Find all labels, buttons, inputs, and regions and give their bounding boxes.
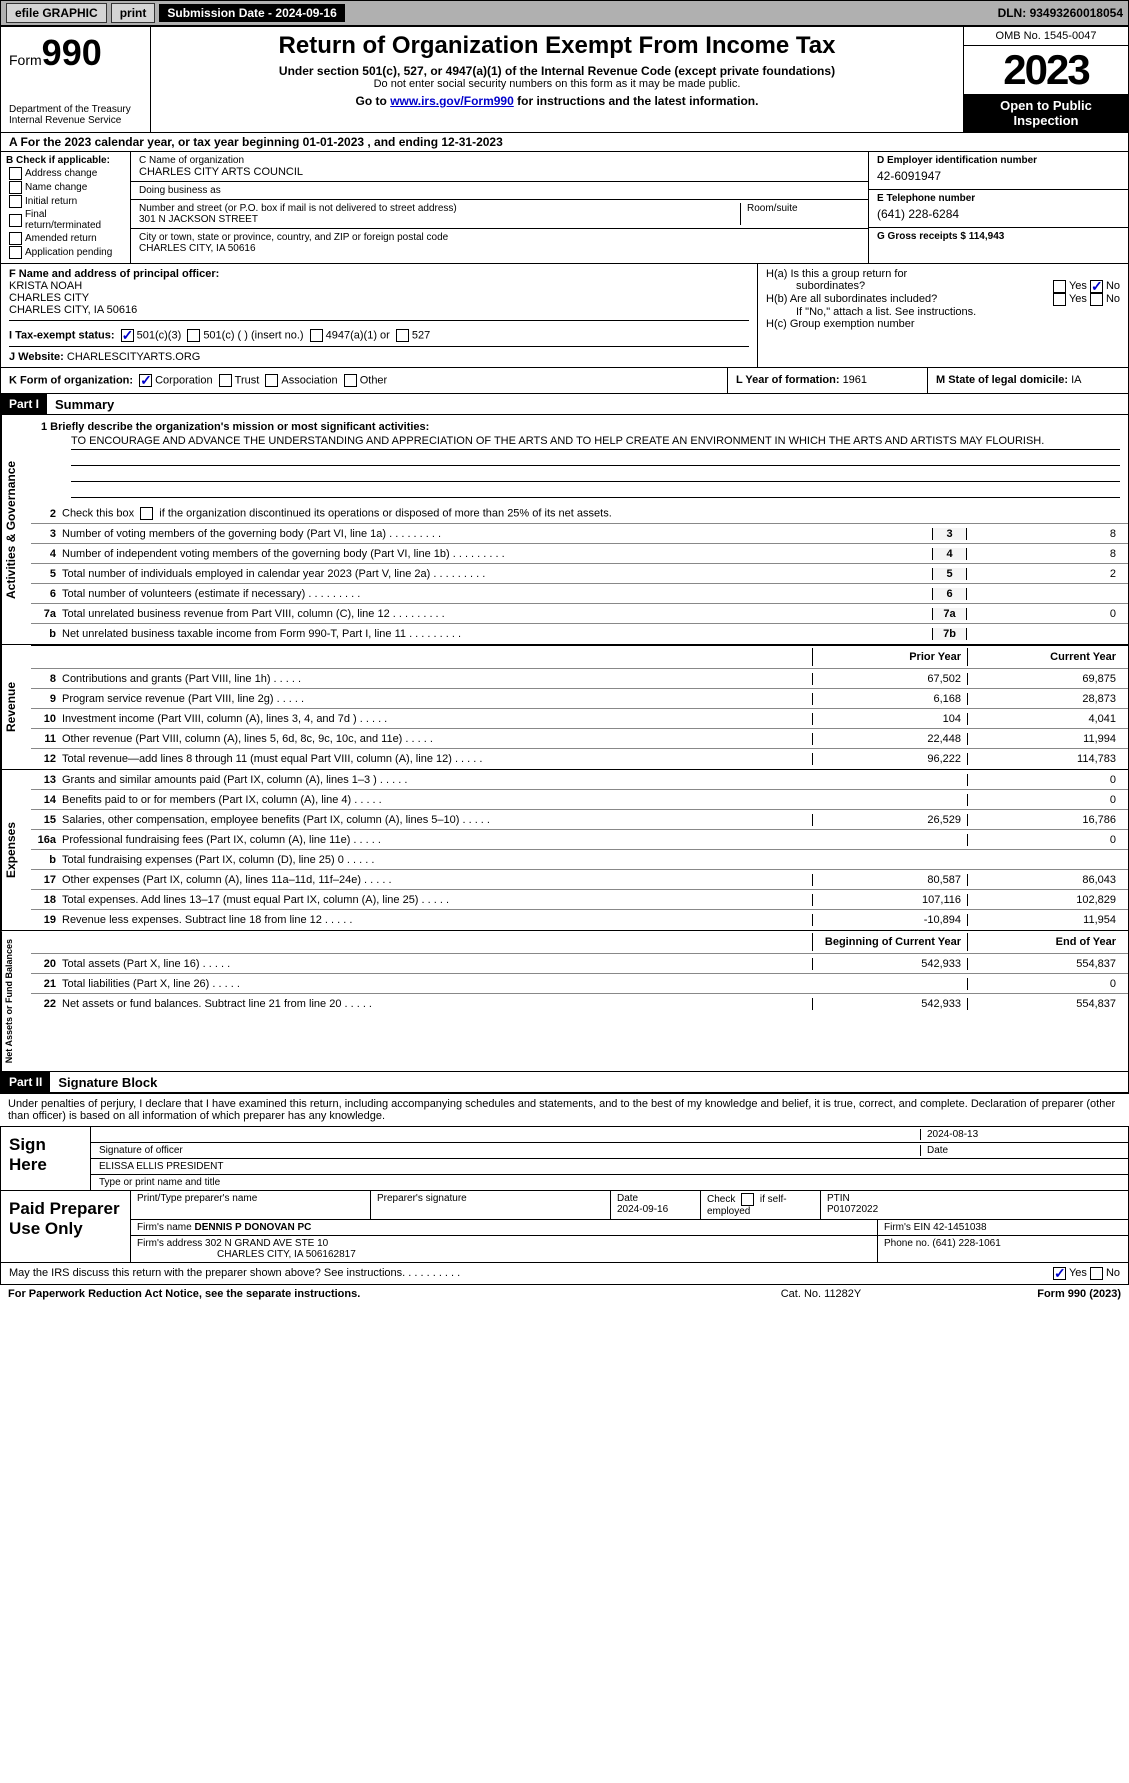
form-header: Form990 Department of the Treasury Inter… bbox=[0, 26, 1129, 133]
fij-section: F Name and address of principal officer:… bbox=[0, 264, 1129, 368]
cb-hb-yes[interactable] bbox=[1053, 293, 1066, 306]
data-line: 19Revenue less expenses. Subtract line 1… bbox=[31, 910, 1128, 930]
officer-sig-name: ELISSA ELLIS PRESIDENT bbox=[99, 1161, 224, 1172]
cb-501c[interactable] bbox=[187, 329, 200, 342]
paid-preparer: Paid Preparer Use Only Print/Type prepar… bbox=[0, 1191, 1129, 1263]
phone: (641) 228-6284 bbox=[877, 204, 1120, 224]
data-line: bTotal fundraising expenses (Part IX, co… bbox=[31, 850, 1128, 870]
gov-line: 4Number of independent voting members of… bbox=[31, 544, 1128, 564]
data-line: 14Benefits paid to or for members (Part … bbox=[31, 790, 1128, 810]
data-line: 13Grants and similar amounts paid (Part … bbox=[31, 770, 1128, 790]
cb-self-emp[interactable] bbox=[741, 1193, 754, 1206]
data-line: 8Contributions and grants (Part VIII, li… bbox=[31, 669, 1128, 689]
footer: For Paperwork Reduction Act Notice, see … bbox=[0, 1285, 1129, 1303]
topbar: efile GRAPHIC print Submission Date - 20… bbox=[0, 0, 1129, 26]
gov-line: bNet unrelated business taxable income f… bbox=[31, 624, 1128, 644]
col-d: D Employer identification number 42-6091… bbox=[868, 152, 1128, 263]
mission-text: TO ENCOURAGE AND ADVANCE THE UNDERSTANDI… bbox=[71, 433, 1120, 450]
sign-here: Sign Here 2024-08-13 Signature of office… bbox=[0, 1126, 1129, 1191]
data-line: 9Program service revenue (Part VIII, lin… bbox=[31, 689, 1128, 709]
sign-date: 2024-08-13 bbox=[920, 1129, 1120, 1140]
cb-527[interactable] bbox=[396, 329, 409, 342]
gov-line: 3Number of voting members of the governi… bbox=[31, 524, 1128, 544]
cb-ha-no[interactable] bbox=[1090, 280, 1103, 293]
cb-name[interactable] bbox=[9, 181, 22, 194]
irs-link[interactable]: www.irs.gov/Form990 bbox=[390, 94, 514, 108]
data-line: 12Total revenue—add lines 8 through 11 (… bbox=[31, 749, 1128, 769]
data-line: 16aProfessional fundraising fees (Part I… bbox=[31, 830, 1128, 850]
form-title: Return of Organization Exempt From Incom… bbox=[161, 32, 953, 60]
gov-section: Activities & Governance 1 Briefly descri… bbox=[0, 415, 1129, 645]
section-bcd: B Check if applicable: Address change Na… bbox=[0, 152, 1129, 264]
header-left: Form990 Department of the Treasury Inter… bbox=[1, 27, 151, 132]
col-b: B Check if applicable: Address change Na… bbox=[1, 152, 131, 263]
cb-corp[interactable] bbox=[139, 374, 152, 387]
cb-discuss-no[interactable] bbox=[1090, 1267, 1103, 1280]
cb-ha-yes[interactable] bbox=[1053, 280, 1066, 293]
org-name: CHARLES CITY ARTS COUNCIL bbox=[139, 166, 860, 178]
submission-date: Submission Date - 2024-09-16 bbox=[159, 4, 344, 22]
city: CHARLES CITY, IA 50616 bbox=[139, 243, 860, 254]
cb-assoc[interactable] bbox=[265, 374, 278, 387]
gross-receipts: 114,943 bbox=[969, 231, 1005, 242]
efile-btn[interactable]: efile GRAPHIC bbox=[6, 3, 107, 23]
col-c: C Name of organization CHARLES CITY ARTS… bbox=[131, 152, 868, 263]
cb-discuss-yes[interactable] bbox=[1053, 1267, 1066, 1280]
cb-final[interactable] bbox=[9, 214, 22, 227]
rev-section: Revenue Prior YearCurrent Year 8Contribu… bbox=[0, 645, 1129, 770]
data-line: 20Total assets (Part X, line 16) . . . .… bbox=[31, 954, 1128, 974]
ein: 42-6091947 bbox=[877, 166, 1120, 186]
data-line: 22Net assets or fund balances. Subtract … bbox=[31, 994, 1128, 1014]
header-mid: Return of Organization Exempt From Incom… bbox=[151, 27, 963, 132]
cb-4947[interactable] bbox=[310, 329, 323, 342]
data-line: 15Salaries, other compensation, employee… bbox=[31, 810, 1128, 830]
data-line: 17Other expenses (Part IX, column (A), l… bbox=[31, 870, 1128, 890]
gov-line: 5Total number of individuals employed in… bbox=[31, 564, 1128, 584]
discuss-row: May the IRS discuss this return with the… bbox=[0, 1263, 1129, 1285]
cb-address[interactable] bbox=[9, 167, 22, 180]
print-btn[interactable]: print bbox=[111, 3, 156, 23]
data-line: 18Total expenses. Add lines 13–17 (must … bbox=[31, 890, 1128, 910]
cb-other[interactable] bbox=[344, 374, 357, 387]
header-right: OMB No. 1545-0047 2023 Open to PublicIns… bbox=[963, 27, 1128, 132]
data-line: 21Total liabilities (Part X, line 26) . … bbox=[31, 974, 1128, 994]
cb-discontinued[interactable] bbox=[140, 507, 153, 520]
klm-section: K Form of organization: Corporation Trus… bbox=[0, 368, 1129, 394]
line-a: A For the 2023 calendar year, or tax yea… bbox=[0, 133, 1129, 152]
dln: DLN: 93493260018054 bbox=[998, 6, 1123, 20]
gov-line: 6Total number of volunteers (estimate if… bbox=[31, 584, 1128, 604]
cb-initial[interactable] bbox=[9, 195, 22, 208]
tax-year: 2023 bbox=[964, 46, 1128, 94]
perjury-text: Under penalties of perjury, I declare th… bbox=[0, 1093, 1129, 1126]
street: 301 N JACKSON STREET bbox=[139, 214, 734, 225]
cb-hb-no[interactable] bbox=[1090, 293, 1103, 306]
data-line: 10Investment income (Part VIII, column (… bbox=[31, 709, 1128, 729]
cb-pending[interactable] bbox=[9, 246, 22, 259]
data-line: 11Other revenue (Part VIII, column (A), … bbox=[31, 729, 1128, 749]
exp-section: Expenses 13Grants and similar amounts pa… bbox=[0, 770, 1129, 931]
cb-trust[interactable] bbox=[219, 374, 232, 387]
cb-amended[interactable] bbox=[9, 232, 22, 245]
gov-line: 7aTotal unrelated business revenue from … bbox=[31, 604, 1128, 624]
part2-hdr: Part II Signature Block bbox=[0, 1072, 1129, 1093]
website: CHARLESCITYARTS.ORG bbox=[67, 351, 200, 363]
officer-name: KRISTA NOAH bbox=[9, 280, 749, 292]
net-section: Net Assets or Fund Balances Beginning of… bbox=[0, 931, 1129, 1072]
part1-hdr: Part I Summary bbox=[0, 394, 1129, 415]
cb-501c3[interactable] bbox=[121, 329, 134, 342]
